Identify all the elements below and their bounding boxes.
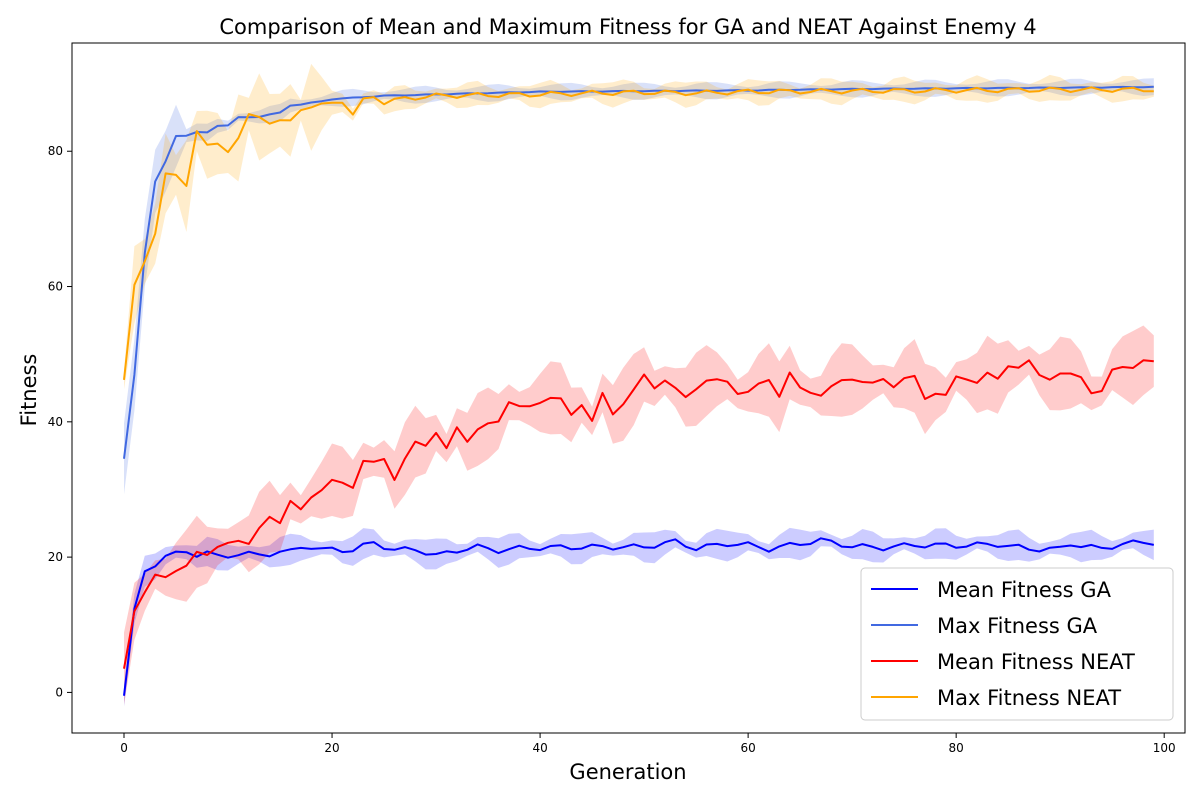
- x-axis-label: Generation: [569, 760, 686, 784]
- legend-label: Mean Fitness GA: [937, 578, 1112, 602]
- legend-label: Max Fitness GA: [937, 614, 1098, 638]
- legend-box: [860, 567, 1174, 721]
- series-line-max-fitness-neat: [123, 86, 1154, 381]
- band-mean-fitness-neat: [124, 325, 1154, 705]
- x-tick-label: 40: [532, 741, 547, 755]
- legend-label: Mean Fitness NEAT: [937, 650, 1135, 674]
- y-tick-label: 80: [48, 144, 63, 158]
- x-axis-ticks: 0 20 40 60 80 100: [120, 733, 1176, 755]
- series-line-mean-fitness-neat: [123, 359, 1154, 669]
- plot-frame: [71, 42, 1186, 734]
- x-tick-label: 80: [949, 741, 964, 755]
- series-line-max-fitness-ga: [123, 85, 1154, 459]
- band-max-fitness-neat: [124, 63, 1154, 390]
- x-tick-label: 0: [120, 741, 128, 755]
- x-tick-label: 100: [1153, 741, 1176, 755]
- y-axis-label: Fitness: [17, 354, 41, 427]
- y-tick-label: 0: [55, 685, 63, 699]
- x-tick-label: 60: [740, 741, 755, 755]
- legend-label: Max Fitness NEAT: [937, 686, 1121, 710]
- y-tick-label: 40: [48, 415, 63, 429]
- chart-title: Comparison of Mean and Maximum Fitness f…: [219, 15, 1036, 39]
- x-tick-label: 20: [324, 741, 339, 755]
- series-bands: [124, 63, 1154, 707]
- y-axis-ticks: 0 20 40 60 80: [48, 144, 72, 699]
- y-tick-label: 60: [48, 280, 63, 294]
- band-mean-fitness-ga: [124, 527, 1154, 707]
- y-tick-label: 20: [48, 550, 63, 564]
- legend: Mean Fitness GA Max Fitness GA Mean Fitnes…: [860, 567, 1174, 721]
- series-line-mean-fitness-ga: [123, 537, 1154, 696]
- series-lines: [123, 85, 1154, 696]
